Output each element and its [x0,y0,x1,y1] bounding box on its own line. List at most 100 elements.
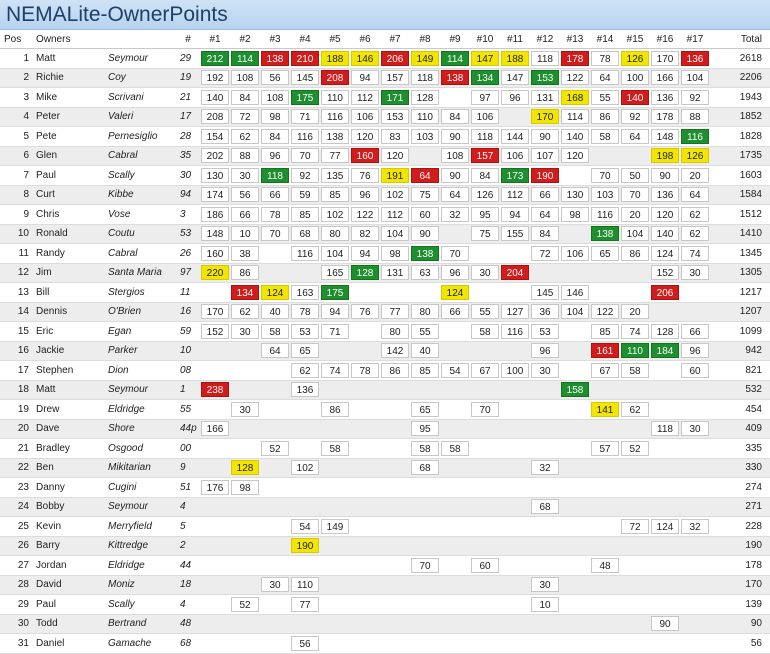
race-points-value [591,538,619,553]
race-points-cell [470,633,500,653]
race-points-value [351,382,379,397]
total-points: 139 [710,594,770,614]
race-points-value: 95 [471,206,499,222]
race-points-value: 118 [531,50,559,66]
total-points: 1410 [710,224,770,244]
race-points-cell: 100 [620,68,650,88]
race-points-value [501,519,529,534]
race-points-cell: 138 [260,48,290,68]
race-points-cell [440,458,470,478]
race-points-cell [350,536,380,556]
race-points-value: 184 [651,343,679,359]
race-points-cell [470,497,500,517]
race-points-cell: 90 [530,126,560,146]
race-points-cell [410,477,440,497]
race-points-value: 146 [351,50,379,66]
car-number: 1 [176,380,200,400]
race-points-cell: 86 [380,360,410,380]
race-points-value [531,382,559,397]
race-points-value [681,285,709,300]
race-points-cell: 53 [290,321,320,341]
race-points-value [501,285,529,300]
table-row: 18 Matt Seymour 1 238 136 158 532 [0,380,770,400]
race-points-cell [560,633,590,653]
race-points-value [441,558,469,573]
race-points-value: 30 [231,401,259,417]
race-points-cell: 110 [320,87,350,107]
race-points-value: 78 [261,206,289,222]
race-points-value: 161 [591,343,619,359]
race-points-cell [320,341,350,361]
owner-last-name: O'Brien [94,302,176,322]
race-points-value: 138 [441,70,469,86]
race-points-value [411,285,439,300]
race-points-cell [260,263,290,283]
race-points-cell [650,380,680,400]
owner-first-name: David [32,575,94,595]
column-header: #3 [260,30,290,49]
total-points: 178 [710,555,770,575]
position-cell: 30 [0,614,32,634]
table-row: 16 Jackie Parker 10 64 65 142 40 96 161 110 184 96 94… [0,341,770,361]
race-points-cell: 120 [650,204,680,224]
total-points: 1207 [710,302,770,322]
race-points-cell [290,419,320,439]
race-points-value [501,480,529,495]
race-points-value [441,636,469,651]
race-points-value [201,558,229,573]
race-points-value: 56 [261,70,289,86]
race-points-cell: 147 [470,48,500,68]
race-points-cell [410,633,440,653]
owner-last-name: Scrivani [94,87,176,107]
race-points-value [531,538,559,553]
race-points-value [621,421,649,436]
race-points-value [501,343,529,358]
race-points-value: 116 [321,109,349,125]
race-points-cell: 80 [410,302,440,322]
race-points-cell [500,243,530,263]
column-header: #1 [200,30,230,49]
race-points-value: 58 [261,323,289,339]
race-points-cell: 206 [650,282,680,302]
race-points-value: 96 [681,343,709,359]
race-points-value [291,402,319,417]
race-points-value [591,265,619,280]
race-points-cell: 146 [350,48,380,68]
owner-last-name: Stergios [94,282,176,302]
race-points-cell [290,399,320,419]
race-points-cell: 148 [650,126,680,146]
race-points-value: 178 [651,109,679,125]
race-points-value: 86 [231,265,259,281]
race-points-cell: 62 [230,126,260,146]
race-points-cell [380,614,410,634]
race-points-cell [230,419,260,439]
race-points-value: 149 [411,50,439,66]
race-points-cell: 128 [230,458,260,478]
race-points-cell: 135 [320,165,350,185]
race-points-cell [590,263,620,283]
race-points-value [351,460,379,475]
owner-last-name: Merryfield [94,516,176,536]
race-points-value: 55 [411,323,439,339]
race-points-value: 175 [291,89,319,105]
owner-first-name: Danny [32,477,94,497]
race-points-value [621,480,649,495]
race-points-value: 70 [441,245,469,261]
race-points-value: 54 [441,362,469,378]
race-points-value: 58 [591,128,619,144]
race-points-value [381,597,409,612]
owner-last-name: Cugini [94,477,176,497]
race-points-cell: 84 [260,126,290,146]
race-points-cell: 94 [500,204,530,224]
total-points: 90 [710,614,770,634]
table-row: 28 David Moniz 18 30 110 30 170 [0,575,770,595]
race-points-cell: 76 [350,302,380,322]
race-points-cell [530,536,560,556]
race-points-value: 48 [591,557,619,573]
race-points-value: 106 [471,109,499,125]
race-points-cell: 220 [200,263,230,283]
race-points-value [561,538,589,553]
race-points-value: 192 [201,70,229,86]
race-points-cell [230,360,260,380]
race-points-value: 30 [231,167,259,183]
